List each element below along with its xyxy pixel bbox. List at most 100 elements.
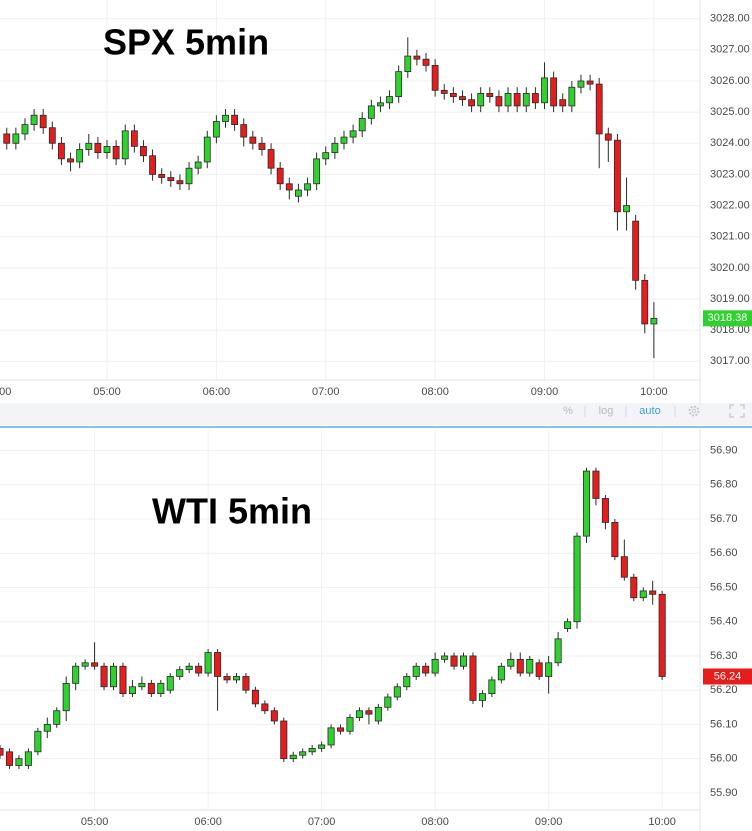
last-price-tag [703,310,752,327]
candle-body [322,152,330,160]
candle-body [393,686,401,698]
candle-body [495,96,503,107]
y-tick-label: 3021.00 [710,231,750,243]
candle-body [592,470,600,499]
x-tick-label: 05:00 [81,816,109,828]
toolbar [0,403,752,425]
candle-body [21,124,29,135]
log-button[interactable]: log [599,405,614,417]
candle-body [157,682,165,695]
candle-body [194,161,202,169]
candle-body [422,58,430,66]
y-tick-label: 3023.00 [710,168,750,180]
candle-body [130,130,138,147]
y-tick-label: 3017.00 [710,355,750,367]
candle-body [109,665,118,688]
settings-icon[interactable] [688,405,700,417]
y-tick-label: 3024.00 [710,137,750,149]
candle-body [43,724,51,732]
candle-body [140,145,147,157]
candle-body [112,145,120,160]
candle-body [440,89,448,94]
candle-body [431,65,439,91]
y-tick-label: 56.60 [710,547,738,559]
candle-body [632,220,640,281]
candle-body [72,665,80,684]
candle-body [513,93,521,107]
y-tick-label: 56.70 [710,513,738,525]
candle-body [450,655,458,667]
candle-body [658,593,666,677]
y-tick-label: 56.50 [710,581,738,593]
candle-body [340,136,348,144]
candle-body [166,676,174,691]
percent-button[interactable]: % [563,405,573,417]
y-tick-label: 56.90 [710,444,738,456]
candle-body [103,145,111,154]
candle-body [586,80,594,85]
y-tick-label: 56.30 [710,650,738,662]
candle-body [649,590,657,595]
x-tick-label: 04:00 [0,386,11,398]
candle-body [158,174,166,178]
candle-body [412,665,420,677]
candle-body [128,686,136,695]
candle-body [242,676,250,691]
candle-body [100,665,108,688]
candle-body [280,720,288,760]
candle-body [478,693,486,701]
candle-body [550,77,558,107]
candle-body [601,498,609,523]
candle-body [346,717,354,732]
candle-body [176,180,184,185]
candles [3,37,658,359]
candle-body [276,167,284,185]
candle-body [258,142,266,150]
y-tick-label: 3022.00 [710,199,750,211]
x-tick-label: 06:00 [203,386,231,398]
candle-body [431,658,439,674]
candle-body [403,676,411,688]
candle-body [48,127,56,144]
candle-body [34,730,42,753]
candles [0,467,666,769]
candle-body [0,747,4,756]
chart-title: WTI 5min [152,491,312,532]
candle-body [231,114,239,125]
candle-body [639,590,647,599]
candle-body [564,621,572,629]
candle-body [441,655,449,660]
candle-body [67,158,74,163]
y-tick-label: 3027.00 [710,44,750,56]
candle-body [559,99,567,107]
candle-body [308,747,316,753]
x-tick-label: 10:00 [640,386,668,398]
candle-body [85,142,93,150]
candle-body [39,114,47,129]
candle-body [468,99,475,107]
y-tick-label: 56.20 [710,684,738,696]
candle-body [30,114,38,125]
candle-body [374,706,382,722]
candle-body [614,139,621,213]
candle-body [358,117,366,132]
y-tick-label: 3025.00 [710,106,750,118]
candle-body [595,83,603,135]
candle-body [212,121,220,138]
candle-body [318,744,326,749]
candle-body [185,665,193,671]
candle-body [535,662,543,677]
chart-title: SPX 5min [103,22,269,63]
candle-body [386,96,393,104]
candle-body [355,710,363,718]
candle-body [577,80,585,88]
candle-body [327,727,335,746]
candle-body [582,470,591,537]
fullscreen-icon[interactable] [729,404,745,418]
y-tick-label: 3020.00 [710,262,750,274]
candle-body [203,136,211,163]
x-tick-label: 06:00 [194,816,222,828]
candle-body [541,77,548,104]
auto-button[interactable]: auto [639,405,660,417]
